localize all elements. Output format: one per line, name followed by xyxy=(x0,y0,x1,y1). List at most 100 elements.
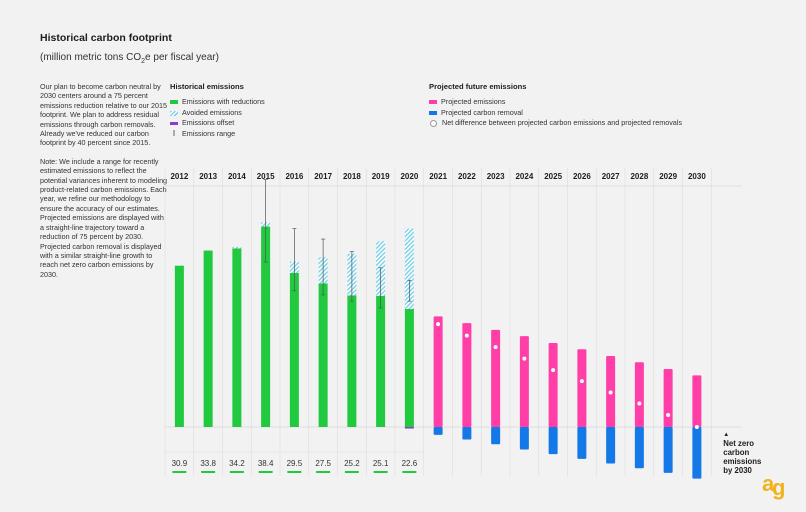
chart-subtitle: (million metric tons CO2e per fiscal yea… xyxy=(40,52,219,65)
value-underline xyxy=(316,471,331,473)
svg-text:g: g xyxy=(772,475,785,500)
value-label: 34.2 xyxy=(229,459,245,468)
value-label: 30.9 xyxy=(172,459,188,468)
value-underline xyxy=(344,471,359,473)
removal-bar xyxy=(548,427,558,455)
net-dot xyxy=(579,379,584,384)
green-bar xyxy=(174,265,184,427)
removal-bar xyxy=(519,427,529,450)
value-underline xyxy=(172,471,187,473)
year-label: 2020 xyxy=(400,172,418,181)
projected-bar xyxy=(663,369,673,427)
annotation-arrow: ▲ xyxy=(723,432,729,438)
ag-logo-icon: a g xyxy=(762,471,785,500)
green-bar xyxy=(376,295,386,427)
projected-bar xyxy=(634,362,644,427)
value-label: 29.5 xyxy=(287,459,303,468)
year-label: 2013 xyxy=(199,172,217,181)
side-paragraph-1: Our plan to become carbon neutral by 203… xyxy=(40,82,168,148)
legend-swatch-purple xyxy=(170,122,178,126)
net-dot xyxy=(522,356,527,361)
value-label: 33.8 xyxy=(200,459,216,468)
legend-label-avoided: Avoided emissions xyxy=(182,107,242,117)
green-bar xyxy=(232,248,242,427)
legend-item-avoided: Avoided emissions xyxy=(170,108,265,119)
side-description: Our plan to become carbon neutral by 203… xyxy=(40,82,168,288)
legend-item-removal: Projected carbon removal xyxy=(429,108,682,119)
circle-dot-icon xyxy=(430,120,437,128)
legend-item-reductions: Emissions with reductions xyxy=(170,97,265,108)
year-label: 2024 xyxy=(515,172,533,181)
year-label: 2027 xyxy=(602,172,620,181)
net-dot xyxy=(694,425,699,429)
legend-label-net: Net difference between projected carbon … xyxy=(442,118,682,128)
net-dot xyxy=(436,322,441,327)
projected-bar xyxy=(548,342,558,427)
net-dot xyxy=(493,345,498,350)
legend-label-range: Emissions range xyxy=(182,129,236,139)
legend-swatch-green xyxy=(170,100,178,105)
annotation-line: Net zero xyxy=(723,439,754,448)
legend-swatch-pink xyxy=(429,100,437,105)
year-label: 2015 xyxy=(257,172,275,181)
net-dot xyxy=(637,401,642,406)
avoided-bar xyxy=(232,246,242,249)
legend-historical-title: Historical emissions xyxy=(170,82,244,91)
green-bar xyxy=(347,295,357,427)
removal-bar xyxy=(577,427,587,459)
projected-bar xyxy=(577,349,587,427)
removal-bar xyxy=(634,427,644,469)
legend-item-projected: Projected emissions xyxy=(429,97,682,108)
range-bar-icon: I xyxy=(172,129,176,139)
projected-bar xyxy=(491,329,501,427)
legend-swatch-blue xyxy=(429,111,437,116)
annotation-line: by 2030 xyxy=(723,466,752,475)
value-underline xyxy=(229,471,244,473)
legend-historical: Emissions with reductions Avoided emissi… xyxy=(170,97,265,140)
legend-item-range: I Emissions range xyxy=(170,129,265,140)
legend-item-net: Net difference between projected carbon … xyxy=(429,118,682,129)
year-label: 2023 xyxy=(487,172,505,181)
removal-bar xyxy=(606,427,616,464)
value-underline xyxy=(258,471,273,473)
subtitle-end: e per fiscal year) xyxy=(145,52,219,63)
annotation-line: emissions xyxy=(723,457,762,466)
legend-item-offset: Emissions offset xyxy=(170,118,265,129)
projected-bar xyxy=(433,316,443,427)
projected-bar xyxy=(519,336,529,427)
year-label: 2019 xyxy=(372,172,390,181)
legend-projected-title: Projected future emissions xyxy=(429,82,527,91)
value-label: 25.1 xyxy=(373,459,389,468)
removal-bar xyxy=(462,427,472,440)
svg-text:a: a xyxy=(762,471,775,496)
year-label: 2030 xyxy=(688,172,706,181)
annotation-line: carbon xyxy=(723,448,749,457)
removal-bar xyxy=(433,427,443,435)
net-dot xyxy=(464,333,469,338)
net-dot xyxy=(666,412,671,417)
legend-label-removal: Projected carbon removal xyxy=(441,107,523,117)
year-label: 2021 xyxy=(429,172,447,181)
year-label: 2028 xyxy=(630,172,648,181)
value-underline xyxy=(287,471,302,473)
year-label: 2012 xyxy=(170,172,188,181)
green-bar xyxy=(203,250,213,427)
projected-bar xyxy=(462,323,472,427)
chart-title: Historical carbon footprint xyxy=(40,32,172,44)
year-label: 2014 xyxy=(228,172,246,181)
green-bar xyxy=(289,273,299,427)
net-dot xyxy=(608,390,613,395)
value-underline xyxy=(402,471,417,473)
legend-label-offset: Emissions offset xyxy=(182,118,235,128)
removal-bar xyxy=(491,427,501,445)
legend-projected: Projected emissions Projected carbon rem… xyxy=(429,97,682,129)
green-bar xyxy=(318,283,328,427)
projected-bar xyxy=(692,375,702,427)
year-label: 2018 xyxy=(343,172,361,181)
green-bar xyxy=(404,309,414,427)
year-label: 2026 xyxy=(573,172,591,181)
year-label: 2025 xyxy=(544,172,562,181)
value-underline xyxy=(373,471,388,473)
value-label: 38.4 xyxy=(258,459,274,468)
